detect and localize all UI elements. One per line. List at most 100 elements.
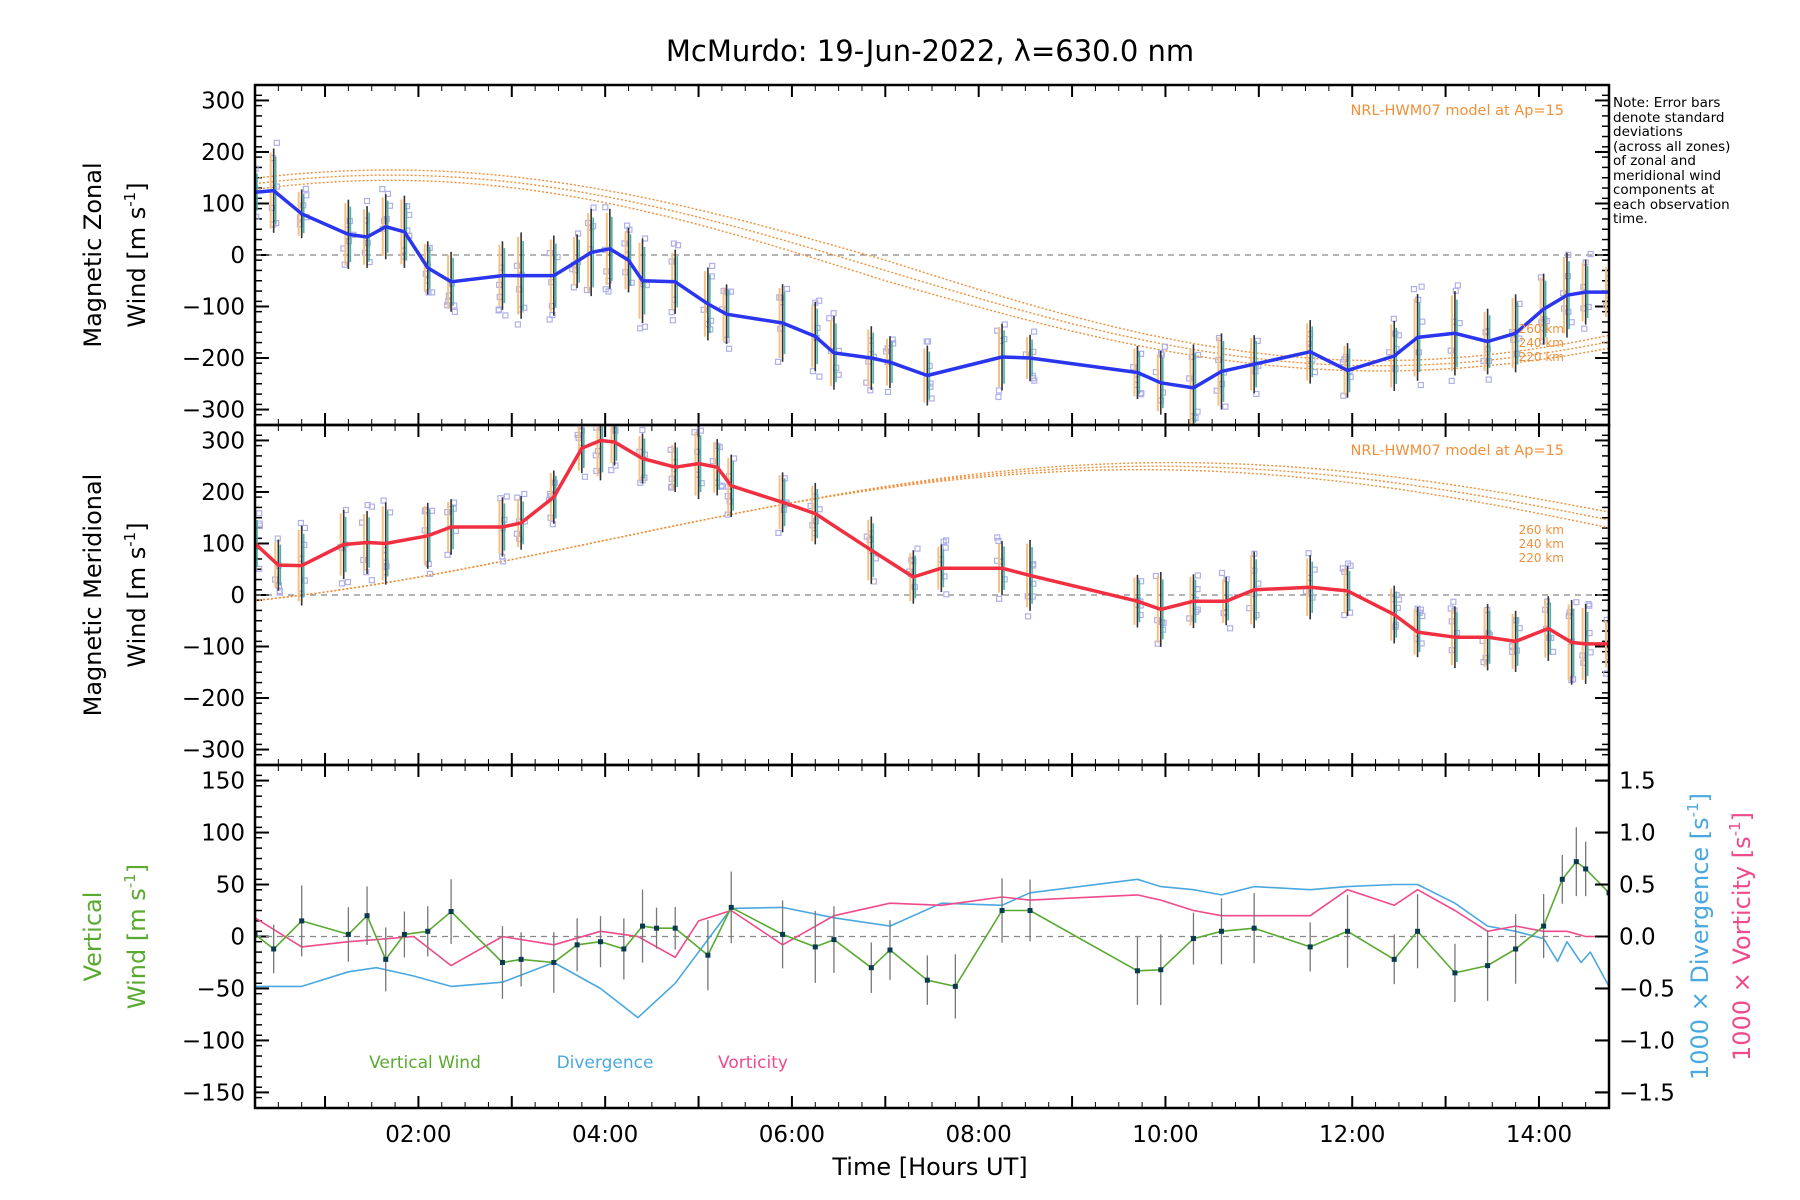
- y2-tick-label: 0.0: [1619, 925, 1656, 951]
- vertical-wind-point: [1559, 876, 1565, 882]
- vertical-wind-point: [345, 931, 351, 937]
- zone-sample: [546, 249, 553, 257]
- panel-frame: [253, 763, 1611, 1110]
- vertical-wind-point: [1218, 928, 1224, 934]
- zone-sample: [1392, 330, 1399, 337]
- vertical-wind-point: [383, 956, 389, 962]
- altitude-label: 240 km: [1519, 336, 1564, 350]
- error-bar-note: Note: Error bars denote standard deviati…: [1613, 96, 1788, 227]
- zone-sample: [1305, 550, 1312, 557]
- zone-sample: [1546, 634, 1553, 641]
- vertical-wind-point: [1452, 970, 1458, 976]
- vertical-wind-point: [1415, 928, 1421, 934]
- zone-sample: [575, 230, 582, 237]
- vertical-wind-point: [705, 952, 711, 958]
- label-part: ]: [123, 182, 151, 191]
- zone-sample: [495, 307, 502, 314]
- y-tick-label: 300: [201, 88, 245, 114]
- label-part: ]: [123, 522, 151, 531]
- zone-sample: [1485, 376, 1492, 383]
- zone-sample: [612, 427, 619, 434]
- zone-sample: [783, 285, 791, 292]
- meridional-wind-line: [255, 438, 1609, 646]
- altitude-label: 260 km: [1519, 322, 1564, 336]
- zone-sample: [502, 312, 509, 319]
- vertical-wind-point: [1583, 866, 1589, 872]
- zone-sample: [384, 190, 392, 197]
- y-tick-label: −200: [182, 346, 245, 372]
- y2-tick-label: 0.5: [1619, 873, 1656, 899]
- zone-sample: [364, 501, 371, 509]
- zone-sample: [726, 498, 733, 505]
- model-label: NRL-HWM07 model at Ap=15: [1351, 103, 1564, 119]
- note-line: Note: Error bars: [1613, 95, 1721, 111]
- vertical-wind-point: [1027, 908, 1033, 914]
- zone-sample: [1186, 375, 1193, 382]
- zone-sample: [1222, 403, 1229, 410]
- zone-sample: [1253, 390, 1260, 398]
- vertical-wind-point: [551, 959, 557, 965]
- zone-sample: [503, 493, 510, 500]
- y-axis-label: Wind [m s-1]: [121, 864, 151, 1009]
- zone-sample: [1158, 351, 1165, 358]
- vertical-wind-point: [1391, 956, 1397, 962]
- zone-sample: [1031, 377, 1038, 384]
- vertical-wind-point: [887, 947, 893, 953]
- zone-sample: [383, 216, 390, 223]
- y2-tick-label: 1.0: [1619, 821, 1656, 847]
- chart-panels: −300 −200 −100 0 100 200 300 NRL-HWM07 model at…: [79, 83, 1756, 1181]
- plot-area: [255, 139, 1609, 425]
- vertical-wind-point: [271, 946, 277, 952]
- zone-sample: [1417, 381, 1424, 389]
- plot-area: [255, 425, 1609, 685]
- vertical-wind-point: [672, 925, 678, 931]
- vertical-wind-point: [1134, 968, 1140, 974]
- zone-sample: [674, 242, 682, 249]
- panel-vertical: −150 −100 −50 0 50 100 150 −1.5 −1.0 −0.5 0.0 0.5 1.…: [79, 763, 1756, 1181]
- vertical-wind-point: [640, 923, 646, 929]
- zone-sample: [551, 479, 558, 486]
- zone-sample: [725, 345, 733, 352]
- zone-sample: [1188, 353, 1195, 360]
- y-tick-label: −100: [182, 635, 245, 661]
- note-line: deviations: [1613, 124, 1683, 140]
- zone-sample: [1581, 325, 1588, 332]
- zone-sample: [914, 545, 921, 552]
- label-superscript: -1: [121, 532, 139, 547]
- note-line: (across all zones): [1613, 138, 1731, 155]
- zone-sample: [809, 368, 817, 375]
- zone-sample: [344, 579, 352, 586]
- zone-sample: [1565, 251, 1572, 258]
- label-part: Wind [m s: [123, 888, 151, 1009]
- zone-sample: [1194, 572, 1202, 579]
- zone-sample: [513, 530, 521, 537]
- zone-sample: [923, 338, 930, 345]
- label-part: Wind [m s: [123, 547, 151, 668]
- zone-sample: [368, 577, 375, 584]
- zone-sample: [884, 388, 892, 396]
- vertical-wind-point: [299, 918, 305, 924]
- vertical-wind-point: [952, 983, 958, 989]
- zone-sample: [1137, 578, 1145, 585]
- zone-sample: [1158, 618, 1165, 626]
- y-axis-label: Wind [m s-1]: [121, 182, 151, 327]
- y-tick-label: −50: [196, 976, 245, 1002]
- model-label: NRL-HWM07 model at Ap=15: [1351, 443, 1564, 459]
- zone-sample: [1452, 287, 1459, 294]
- vertical-wind-point: [448, 909, 454, 915]
- zone-sample: [700, 306, 707, 313]
- y-tick-label: −200: [182, 686, 245, 712]
- zone-sample: [583, 286, 591, 294]
- zone-sample: [363, 569, 370, 576]
- zone-sample: [1031, 328, 1038, 335]
- vertical-wind-point: [924, 977, 930, 983]
- zone-sample: [1564, 273, 1571, 280]
- y-tick-label: −300: [182, 398, 245, 424]
- label-part: ]: [1686, 793, 1714, 802]
- zone-sample: [637, 325, 644, 332]
- vertical-wind-point: [831, 937, 837, 943]
- zone-sample: [669, 317, 676, 324]
- zone-sample: [775, 529, 782, 537]
- zone-sample: [1254, 337, 1261, 345]
- zone-sample: [1418, 283, 1425, 290]
